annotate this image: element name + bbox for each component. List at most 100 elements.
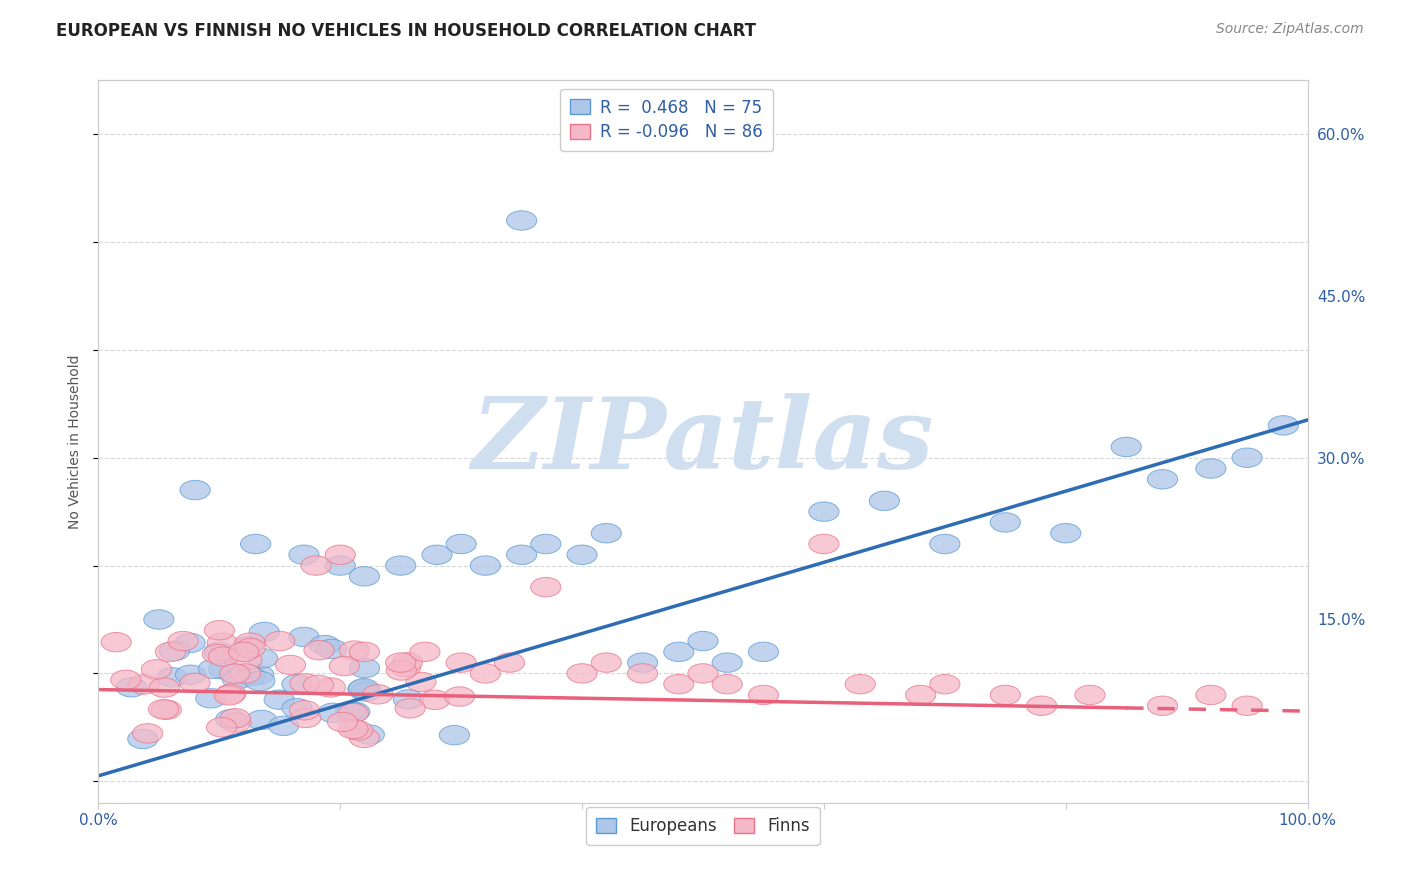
Ellipse shape: [309, 635, 340, 655]
Ellipse shape: [202, 644, 232, 664]
Ellipse shape: [231, 664, 260, 683]
Ellipse shape: [247, 648, 278, 668]
Ellipse shape: [245, 672, 276, 690]
Ellipse shape: [506, 211, 537, 230]
Ellipse shape: [349, 679, 380, 698]
Ellipse shape: [567, 545, 598, 565]
Ellipse shape: [343, 721, 373, 740]
Ellipse shape: [208, 647, 239, 666]
Ellipse shape: [808, 534, 839, 554]
Ellipse shape: [385, 556, 416, 575]
Ellipse shape: [304, 640, 335, 660]
Ellipse shape: [748, 685, 779, 705]
Ellipse shape: [409, 642, 440, 662]
Ellipse shape: [281, 698, 312, 718]
Ellipse shape: [214, 686, 245, 705]
Ellipse shape: [845, 674, 876, 694]
Ellipse shape: [352, 681, 381, 701]
Ellipse shape: [301, 556, 332, 575]
Ellipse shape: [347, 680, 378, 699]
Ellipse shape: [446, 653, 477, 673]
Ellipse shape: [990, 513, 1021, 533]
Ellipse shape: [208, 660, 239, 679]
Ellipse shape: [180, 673, 209, 692]
Ellipse shape: [1074, 685, 1105, 705]
Ellipse shape: [232, 650, 262, 670]
Ellipse shape: [869, 491, 900, 510]
Ellipse shape: [363, 685, 394, 704]
Ellipse shape: [159, 641, 190, 661]
Ellipse shape: [246, 710, 277, 730]
Ellipse shape: [325, 545, 356, 565]
Ellipse shape: [395, 698, 425, 718]
Ellipse shape: [1111, 437, 1142, 457]
Ellipse shape: [392, 653, 422, 672]
Ellipse shape: [336, 701, 366, 721]
Ellipse shape: [337, 719, 368, 739]
Ellipse shape: [288, 627, 319, 647]
Ellipse shape: [406, 673, 436, 691]
Ellipse shape: [290, 700, 319, 720]
Ellipse shape: [627, 664, 658, 683]
Ellipse shape: [207, 717, 236, 737]
Ellipse shape: [281, 674, 312, 694]
Ellipse shape: [591, 653, 621, 673]
Ellipse shape: [219, 664, 250, 683]
Ellipse shape: [530, 577, 561, 597]
Ellipse shape: [1232, 696, 1263, 715]
Ellipse shape: [174, 633, 205, 653]
Ellipse shape: [132, 723, 163, 743]
Ellipse shape: [195, 689, 226, 708]
Ellipse shape: [269, 716, 298, 736]
Ellipse shape: [439, 725, 470, 745]
Ellipse shape: [304, 675, 333, 695]
Ellipse shape: [288, 545, 319, 565]
Ellipse shape: [591, 524, 621, 543]
Ellipse shape: [664, 642, 695, 662]
Ellipse shape: [180, 481, 211, 500]
Ellipse shape: [688, 664, 718, 683]
Ellipse shape: [204, 621, 235, 640]
Ellipse shape: [316, 640, 347, 658]
Ellipse shape: [221, 708, 250, 728]
Ellipse shape: [470, 556, 501, 575]
Text: Source: ZipAtlas.com: Source: ZipAtlas.com: [1216, 22, 1364, 37]
Ellipse shape: [349, 566, 380, 586]
Ellipse shape: [506, 545, 537, 565]
Ellipse shape: [111, 670, 141, 690]
Ellipse shape: [315, 678, 346, 698]
Ellipse shape: [198, 659, 229, 679]
Ellipse shape: [1050, 524, 1081, 543]
Ellipse shape: [339, 640, 370, 660]
Ellipse shape: [149, 699, 179, 719]
Ellipse shape: [711, 674, 742, 694]
Ellipse shape: [101, 632, 131, 652]
Ellipse shape: [249, 623, 280, 641]
Ellipse shape: [240, 534, 271, 554]
Ellipse shape: [117, 678, 146, 697]
Ellipse shape: [711, 653, 742, 673]
Ellipse shape: [444, 687, 475, 706]
Ellipse shape: [233, 636, 263, 656]
Ellipse shape: [243, 665, 274, 684]
Ellipse shape: [1147, 696, 1178, 715]
Ellipse shape: [929, 534, 960, 554]
Ellipse shape: [1147, 469, 1178, 489]
Ellipse shape: [446, 534, 477, 554]
Ellipse shape: [627, 653, 658, 673]
Ellipse shape: [385, 653, 416, 673]
Ellipse shape: [215, 709, 246, 729]
Ellipse shape: [391, 657, 420, 677]
Ellipse shape: [276, 656, 305, 674]
Ellipse shape: [470, 664, 501, 683]
Ellipse shape: [387, 661, 416, 681]
Ellipse shape: [1195, 685, 1226, 705]
Ellipse shape: [157, 667, 187, 687]
Ellipse shape: [420, 690, 450, 709]
Ellipse shape: [207, 633, 238, 652]
Ellipse shape: [150, 700, 181, 720]
Ellipse shape: [688, 632, 718, 651]
Ellipse shape: [318, 703, 349, 723]
Ellipse shape: [349, 642, 380, 662]
Ellipse shape: [929, 674, 960, 694]
